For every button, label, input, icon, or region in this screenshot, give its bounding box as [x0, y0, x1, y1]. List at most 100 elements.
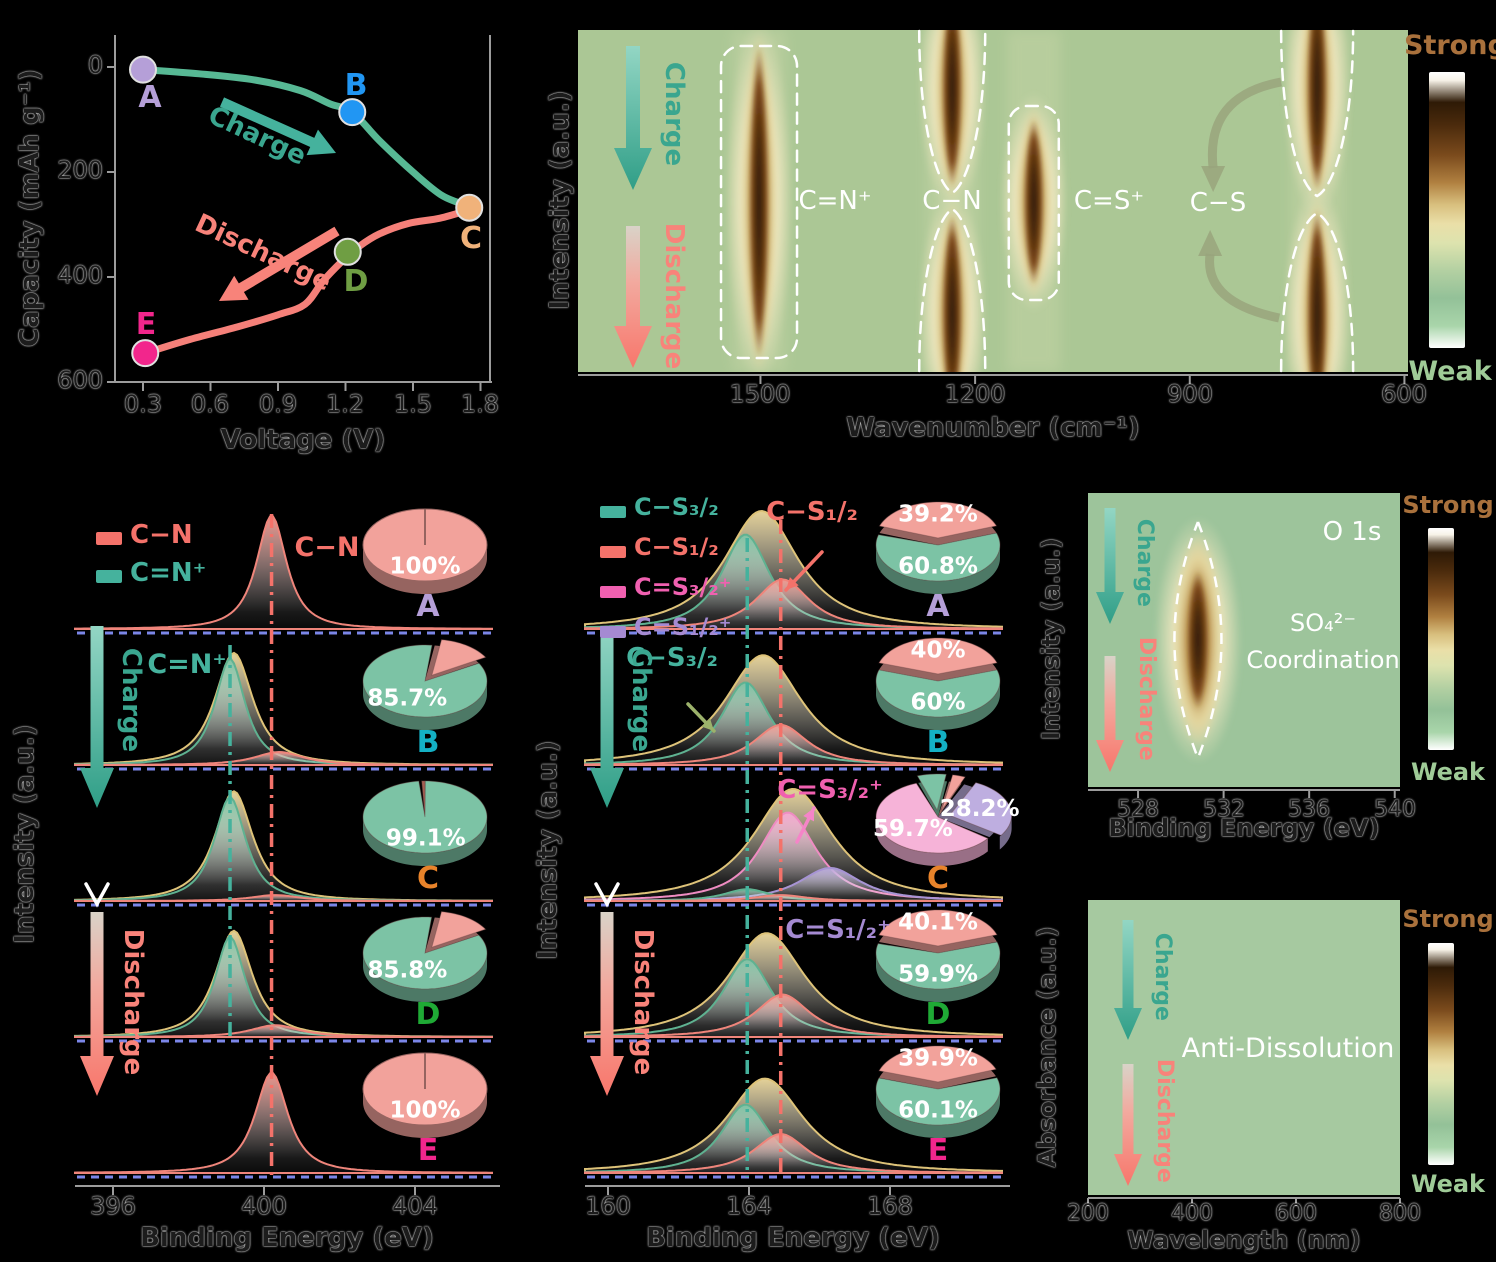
- n1s-peak-salmon: [74, 1072, 493, 1174]
- pie-percent-label: 39.2%: [898, 502, 978, 528]
- ftir-streak-core: [943, 30, 962, 188]
- n1s-peak-salmon: [74, 750, 493, 766]
- s2p-panel: 39.2% 60.8% 40% 60% 28.2%59.7% 40.1% 59.9% 39.9…: [584, 501, 1020, 1195]
- ftir-transfer-arrow-top: [1207, 77, 1282, 169]
- s2p-pie-E-slice: [875, 1077, 1001, 1126]
- ftir-transfer-arrow-bottom-head: [1198, 230, 1223, 256]
- cv-charge-arrow: [219, 97, 336, 156]
- cv-marker-point-B: [338, 98, 367, 127]
- n1s-pie-B-side: [363, 681, 487, 730]
- pie-percent-label: 100%: [389, 1097, 460, 1123]
- n1s-peak-salmon: [74, 515, 493, 630]
- n1s-discharge-flow-arrow: [80, 912, 114, 1096]
- s2p-peak-tan: [584, 932, 1003, 1038]
- n1s-pie-B-slice: [431, 639, 487, 677]
- s2p-pie-A-slice: [878, 501, 998, 539]
- s2p-pie-C-side: [999, 815, 1012, 850]
- o1s-blob-core: [1187, 570, 1208, 710]
- ftir-streak-core: [1308, 210, 1327, 372]
- n1s-pie-D-side: [363, 953, 487, 1002]
- s2p-pie-D-slice: [875, 941, 1001, 990]
- pie-percent-label: 28.2%: [940, 796, 1020, 822]
- cv-marker-point-A: [129, 55, 157, 84]
- ftir-colorbar: [1429, 72, 1465, 348]
- n1s-charge-flow-arrow: [80, 626, 114, 808]
- n1s-pie-D-slice: [362, 916, 488, 990]
- o1s-dashed-lens: [1173, 521, 1223, 762]
- s2p-peak-salmon: [584, 723, 1003, 766]
- ftir-overlays: [578, 29, 1408, 384]
- n1s-peak-salmon: [74, 894, 493, 902]
- o1s-colorbar: [1428, 528, 1454, 750]
- n1s-legend-swatch-cn: [96, 532, 122, 545]
- pie-percent-label: 60.8%: [898, 553, 978, 579]
- cv-discharge-arrow: [219, 226, 340, 301]
- cv-marker-point-D: [333, 237, 362, 266]
- s2p-legend-swatch-cs12: [600, 546, 626, 558]
- n1s-panel: 100% 85.7% 99.1% 85.8% 100%: [74, 508, 500, 1195]
- s2p-pie-A-slice: [875, 532, 1001, 582]
- pie-percent-label: 59.7%: [873, 816, 953, 842]
- s2p-discharge-flow-arrow: [590, 912, 624, 1096]
- s2p-charge-flow-arrow: [590, 626, 624, 808]
- ftir-streak-core: [1024, 118, 1043, 286]
- s2p-arrow-to-cs12-head: [786, 577, 799, 590]
- n1s-pie-D-slice: [431, 911, 487, 949]
- o1s-charge-flow-arrow: [1096, 508, 1124, 624]
- s2p-peak-salmon: [584, 1133, 1003, 1174]
- ftir-transfer-arrow-bottom: [1205, 253, 1281, 323]
- s2p-legend-swatch-cs12plus: [600, 626, 626, 638]
- ftir-transfer-arrow-top-head: [1201, 166, 1226, 192]
- n1s-pie-A-side: [363, 545, 487, 594]
- o1s-discharge-flow-arrow: [1096, 656, 1124, 772]
- pie-percent-label: 59.9%: [898, 961, 978, 987]
- n1s-pie-E-side: [363, 1089, 487, 1138]
- o1s-feature: [1153, 516, 1242, 764]
- s2p-pie-D-slice: [878, 909, 998, 947]
- s2p-pie-E-side: [876, 1089, 1000, 1138]
- s2p-peak-tan: [584, 509, 1003, 630]
- cv-marker-point-C: [455, 193, 484, 222]
- ftir-dashed-lobe-cn-bottom: [917, 207, 987, 373]
- uv-charge-flow-arrow: [1114, 920, 1142, 1040]
- s2p-pie-C-slice: [941, 774, 966, 811]
- cv-axes-spines: [114, 35, 492, 383]
- n1s-legend-swatch-cnplus: [96, 570, 122, 583]
- s2p-pie-E-slice: [878, 1045, 997, 1083]
- ftir-dashed-box-csplus: [1007, 104, 1061, 302]
- ftir-streaks: [725, 30, 1352, 372]
- pie-percent-label: 85.7%: [367, 685, 447, 711]
- ftir-dashed-box-cnplus: [719, 44, 799, 360]
- ftir-charge-flow-arrow: [614, 46, 652, 190]
- n1s-pie-B-slice: [362, 644, 488, 718]
- s2p-legend-swatch-cs32plus: [600, 586, 626, 598]
- pie-percent-label: 60%: [910, 689, 965, 715]
- s2p-pie-B-slice: [878, 637, 998, 675]
- pie-percent-label: 99.1%: [386, 825, 466, 851]
- n1s-pie-C-slice: [362, 780, 488, 854]
- cv-series-discharge: [141, 206, 473, 357]
- s2p-legend-swatch-cs32: [600, 506, 626, 518]
- s2p-pie-C-slice: [948, 782, 1013, 836]
- n1s-pie-C-slice: [421, 780, 426, 818]
- o1s-overlays: [1088, 508, 1400, 798]
- s2p-pie-B-side: [876, 681, 1000, 730]
- s2p-peak-tan: [584, 654, 1003, 766]
- pie-percent-label: 100%: [389, 553, 460, 579]
- n1s-pie-C-side: [363, 817, 487, 866]
- s2p-pie-D-side: [876, 953, 1000, 1002]
- s2p-pie-B-slice: [875, 669, 1001, 718]
- ftir-dashed-lobe-cn-top: [917, 29, 987, 195]
- s2p-pie-C-slice: [875, 782, 989, 854]
- o1s-heatmap-area: [1088, 493, 1400, 787]
- uv-heatmap-area: [1088, 900, 1400, 1195]
- s2p-arrow-to-cs32-head: [701, 718, 714, 731]
- s2p-peak-salmon: [584, 894, 1003, 902]
- s2p-pie-C-slice: [916, 773, 947, 812]
- pie-percent-label: 39.9%: [898, 1046, 978, 1072]
- white-chevron-icon: [594, 882, 620, 908]
- pie-percent-label: 40%: [910, 638, 965, 664]
- uv-discharge-flow-arrow: [1114, 1064, 1142, 1186]
